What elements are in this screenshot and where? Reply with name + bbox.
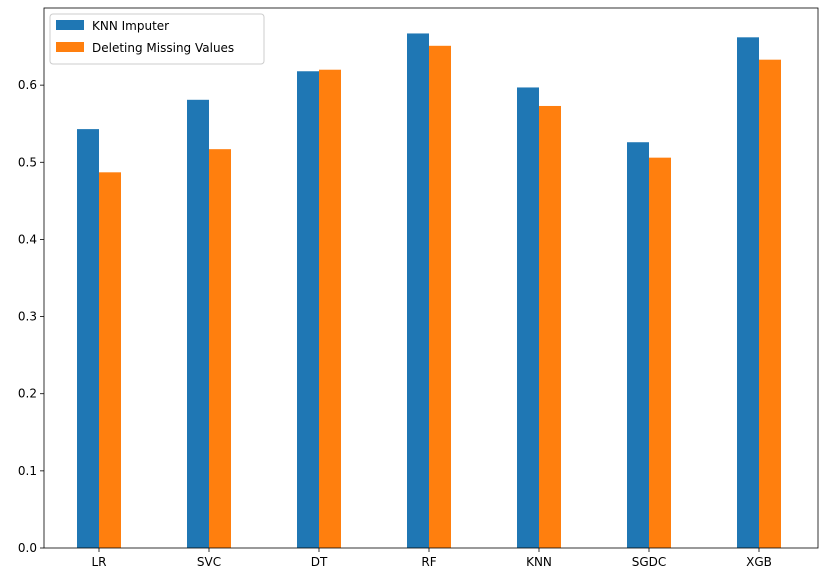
y-tick-label: 0.1 — [18, 464, 37, 478]
x-tick-label-sgdc: SGDC — [632, 555, 667, 569]
x-tick-label-lr: LR — [91, 555, 106, 569]
bar-deleting-missing-rf — [429, 45, 451, 549]
y-tick-label: 0.2 — [18, 387, 37, 401]
x-tick-label-xgb: XGB — [746, 555, 772, 569]
x-tick-label-dt: DT — [311, 555, 328, 569]
bar-deleting-missing-svc — [209, 149, 231, 548]
x-tick-label-knn: KNN — [526, 555, 552, 569]
bar-knn-imputer-dt — [297, 71, 319, 548]
bar-deleting-missing-knn — [539, 105, 561, 548]
bar-knn-imputer-sgdc — [627, 142, 649, 548]
y-tick-label: 0.0 — [18, 541, 37, 555]
plot-frame — [43, 7, 819, 549]
y-tick-label: 0.5 — [18, 155, 37, 169]
legend-swatch-deleting-missing — [56, 42, 84, 52]
bar-deleting-missing-lr — [99, 172, 121, 549]
bar-deleting-missing-dt — [319, 69, 341, 548]
bar-deleting-missing-xgb — [759, 59, 781, 548]
legend: KNN Imputer Deleting Missing Values — [49, 13, 265, 65]
y-tick-label: 0.3 — [18, 310, 37, 324]
x-tick-label-rf: RF — [421, 555, 436, 569]
legend-label-knn-imputer: KNN Imputer — [92, 19, 169, 33]
legend-swatch-knn-imputer — [56, 20, 84, 30]
y-tick-label: 0.4 — [18, 232, 37, 246]
bars-group — [77, 33, 781, 549]
y-axis: 0.0 0.1 0.2 0.3 0.4 0.5 0.6 — [18, 78, 44, 555]
bar-knn-imputer-xgb — [737, 37, 759, 549]
legend-box — [49, 13, 265, 65]
bar-knn-imputer-rf — [407, 33, 429, 548]
bar-deleting-missing-sgdc — [649, 157, 671, 548]
bar-knn-imputer-knn — [517, 87, 539, 548]
x-tick-label-svc: SVC — [197, 555, 221, 569]
legend-label-deleting-missing: Deleting Missing Values — [92, 41, 234, 55]
bar-knn-imputer-svc — [187, 99, 209, 549]
x-axis: LR SVC DT RF KNN SGDC XGB — [91, 548, 772, 569]
y-tick-label: 0.6 — [18, 78, 37, 92]
bar-knn-imputer-lr — [77, 129, 99, 548]
